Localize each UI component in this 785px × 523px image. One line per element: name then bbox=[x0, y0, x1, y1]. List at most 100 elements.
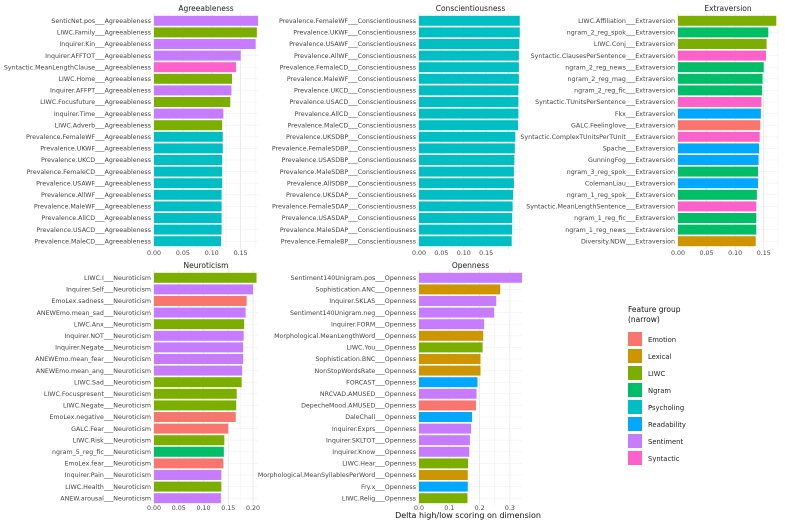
x-tick-label: 0.00 bbox=[412, 250, 426, 257]
bar bbox=[678, 120, 761, 131]
bar bbox=[419, 446, 470, 457]
bar-label: LIWC.Risk___Neuroticism bbox=[73, 437, 151, 444]
bar-label: Sophistication.BNC___Openness bbox=[315, 356, 416, 363]
bar-label: Prevalence.AllCD___Conscientiousness bbox=[295, 111, 416, 118]
bar-label: Fry.x___Openness bbox=[361, 484, 416, 491]
bar-label: ANEWEmo.mean_ang___Neuroticism bbox=[36, 368, 151, 375]
legend-label: LIWC bbox=[648, 370, 666, 378]
legend-label: Syntactic bbox=[648, 455, 680, 463]
legend-title-line2: (narrow) bbox=[628, 315, 660, 324]
x-tick-label: 0.1 bbox=[444, 505, 454, 512]
x-tick-label: 0.10 bbox=[728, 250, 742, 257]
panel-title: Agreeableness bbox=[178, 4, 233, 13]
bar-label: GunningFog___Extraversion bbox=[588, 157, 675, 164]
bar-label: Prevalence.AllCD___Agreeableness bbox=[42, 215, 151, 222]
panel-title: Conscientiousness bbox=[436, 4, 506, 13]
bar-label: Syntactic.MeanLengthClause___Agreeablene… bbox=[4, 64, 151, 71]
bar bbox=[154, 330, 244, 341]
legend-swatch bbox=[628, 400, 642, 414]
panel-title: Extraversion bbox=[704, 4, 752, 13]
legend: Feature group (narrow) Emotion Lexical LIW… bbox=[628, 305, 686, 465]
bar bbox=[154, 27, 257, 38]
bar-label: ngram_2_reg_mag___Extraversion bbox=[568, 76, 675, 83]
bar bbox=[419, 178, 514, 189]
bar-label: Prevalence.FemaleSDAP___Conscientiousnes… bbox=[272, 204, 416, 211]
bar bbox=[154, 189, 222, 200]
bar bbox=[678, 15, 777, 26]
x-tick-label: 0.3 bbox=[505, 505, 515, 512]
bar bbox=[678, 166, 758, 177]
bar bbox=[419, 458, 469, 469]
bar bbox=[419, 143, 515, 154]
bar-label: SenticNet.pos___Agreeableness bbox=[51, 18, 151, 25]
bar-label: Syntactic.TUnitsPerSentence___Extraversi… bbox=[535, 99, 675, 106]
bar-label: LIWC.Sad___Neuroticism bbox=[74, 379, 151, 386]
bar bbox=[419, 319, 485, 330]
bar-label: LIWC.Relig___Openness bbox=[342, 495, 416, 502]
bar-label: Prevalence.FemaleCD___Conscientiousness bbox=[280, 64, 416, 71]
x-tick-label: 0.10 bbox=[205, 250, 219, 257]
bar bbox=[419, 131, 516, 142]
bar-label: Prevalence.AllSDBP___Conscientiousness bbox=[287, 180, 416, 187]
bar bbox=[678, 213, 757, 223]
bar-label: EmoLex.negative___Neuroticism bbox=[49, 414, 151, 421]
x-tick-label: 0.2 bbox=[475, 505, 485, 512]
bar bbox=[419, 85, 519, 96]
bar-label: EmoLex.fear___Neuroticism bbox=[64, 461, 151, 468]
bar-label: Prevalence.UKCD___Conscientiousness bbox=[294, 88, 416, 95]
bar-label: Prevalence.USAWF___Conscientiousness bbox=[289, 41, 416, 48]
bar-label: Prevalence.UKSDAP___Conscientiousness bbox=[286, 192, 416, 199]
bar bbox=[419, 120, 518, 131]
bar-label: DepecheMood.AMUSED___Openness bbox=[301, 403, 416, 410]
bar-label: LIWC.Focusfuture___Agreeableness bbox=[40, 99, 151, 106]
bar-label: ngram_1_reg_fic___Extraversion bbox=[574, 215, 675, 222]
bar-label: Inquirer.Kin___Agreeableness bbox=[59, 41, 151, 48]
bar bbox=[154, 423, 229, 434]
bar-label: LIWC.I___Neuroticism bbox=[84, 275, 151, 282]
legend-swatch bbox=[628, 332, 642, 346]
bar bbox=[419, 342, 483, 353]
bar-label: DaleChall___Openness bbox=[345, 414, 416, 421]
bar-label: LIWC.Affiliation___Extraversion bbox=[578, 18, 675, 25]
bar bbox=[419, 307, 495, 318]
bar-label: LIWC.You___Openness bbox=[346, 345, 416, 352]
bar-label: ngram_2_reg_fic___Extraversion bbox=[574, 88, 675, 95]
bar-label: Prevalence.FemaleWF___Agreeableness bbox=[26, 134, 151, 141]
bar bbox=[678, 50, 766, 61]
bar-label: Prevalence.UKWF___Conscientiousness bbox=[293, 30, 416, 37]
bar bbox=[154, 412, 236, 422]
bar-label: Prevalence.MaleWF___Agreeableness bbox=[34, 204, 151, 211]
bar bbox=[154, 481, 222, 492]
bar-label: Fkx___Extraversion bbox=[615, 111, 675, 118]
bar-label: ngram_3_reg_spok___Extraversion bbox=[567, 169, 675, 176]
bar bbox=[678, 39, 767, 49]
bar-label: Inquirer.Time___Agreeableness bbox=[54, 111, 151, 118]
bar bbox=[419, 330, 484, 341]
x-axis-label: Delta high/low scoring on dimension bbox=[395, 511, 541, 520]
bar bbox=[154, 236, 222, 247]
bar-label: GALC.Fear___Neuroticism bbox=[71, 426, 151, 433]
bar-label: Prevalence.USASDAP___Conscientiousness bbox=[282, 215, 416, 222]
legend-swatch bbox=[628, 383, 642, 397]
bar bbox=[419, 27, 520, 38]
bar bbox=[419, 236, 512, 247]
bar bbox=[678, 224, 757, 235]
bar-label: Prevalence.MaleSDBP___Conscientiousness bbox=[280, 169, 416, 176]
bar bbox=[154, 377, 242, 388]
bar bbox=[419, 377, 478, 388]
bar-label: ANEW.arousal___Neuroticism bbox=[60, 495, 151, 502]
legend-label: Sentiment bbox=[648, 438, 683, 446]
bar-label: Inquirer.Pain___Neuroticism bbox=[65, 472, 151, 479]
bar-label: Prevalence.MaleCD___Agreeableness bbox=[34, 238, 151, 245]
bar bbox=[154, 307, 246, 318]
bar-label: Inquirer.FORM___Openness bbox=[331, 321, 416, 328]
bar-label: Prevalence.AllWF___Agreeableness bbox=[41, 192, 151, 199]
x-tick-label: 0.15 bbox=[221, 505, 235, 512]
bar bbox=[154, 108, 224, 119]
bar-label: Prevalence.AllWF___Conscientiousness bbox=[294, 53, 416, 60]
bar bbox=[419, 73, 519, 84]
x-tick-label: 0.10 bbox=[457, 250, 471, 257]
bar-label: ANEWEmo.mean_sad___Neuroticism bbox=[37, 310, 151, 317]
bar-label: Inquirer.Know___Openness bbox=[332, 449, 416, 456]
